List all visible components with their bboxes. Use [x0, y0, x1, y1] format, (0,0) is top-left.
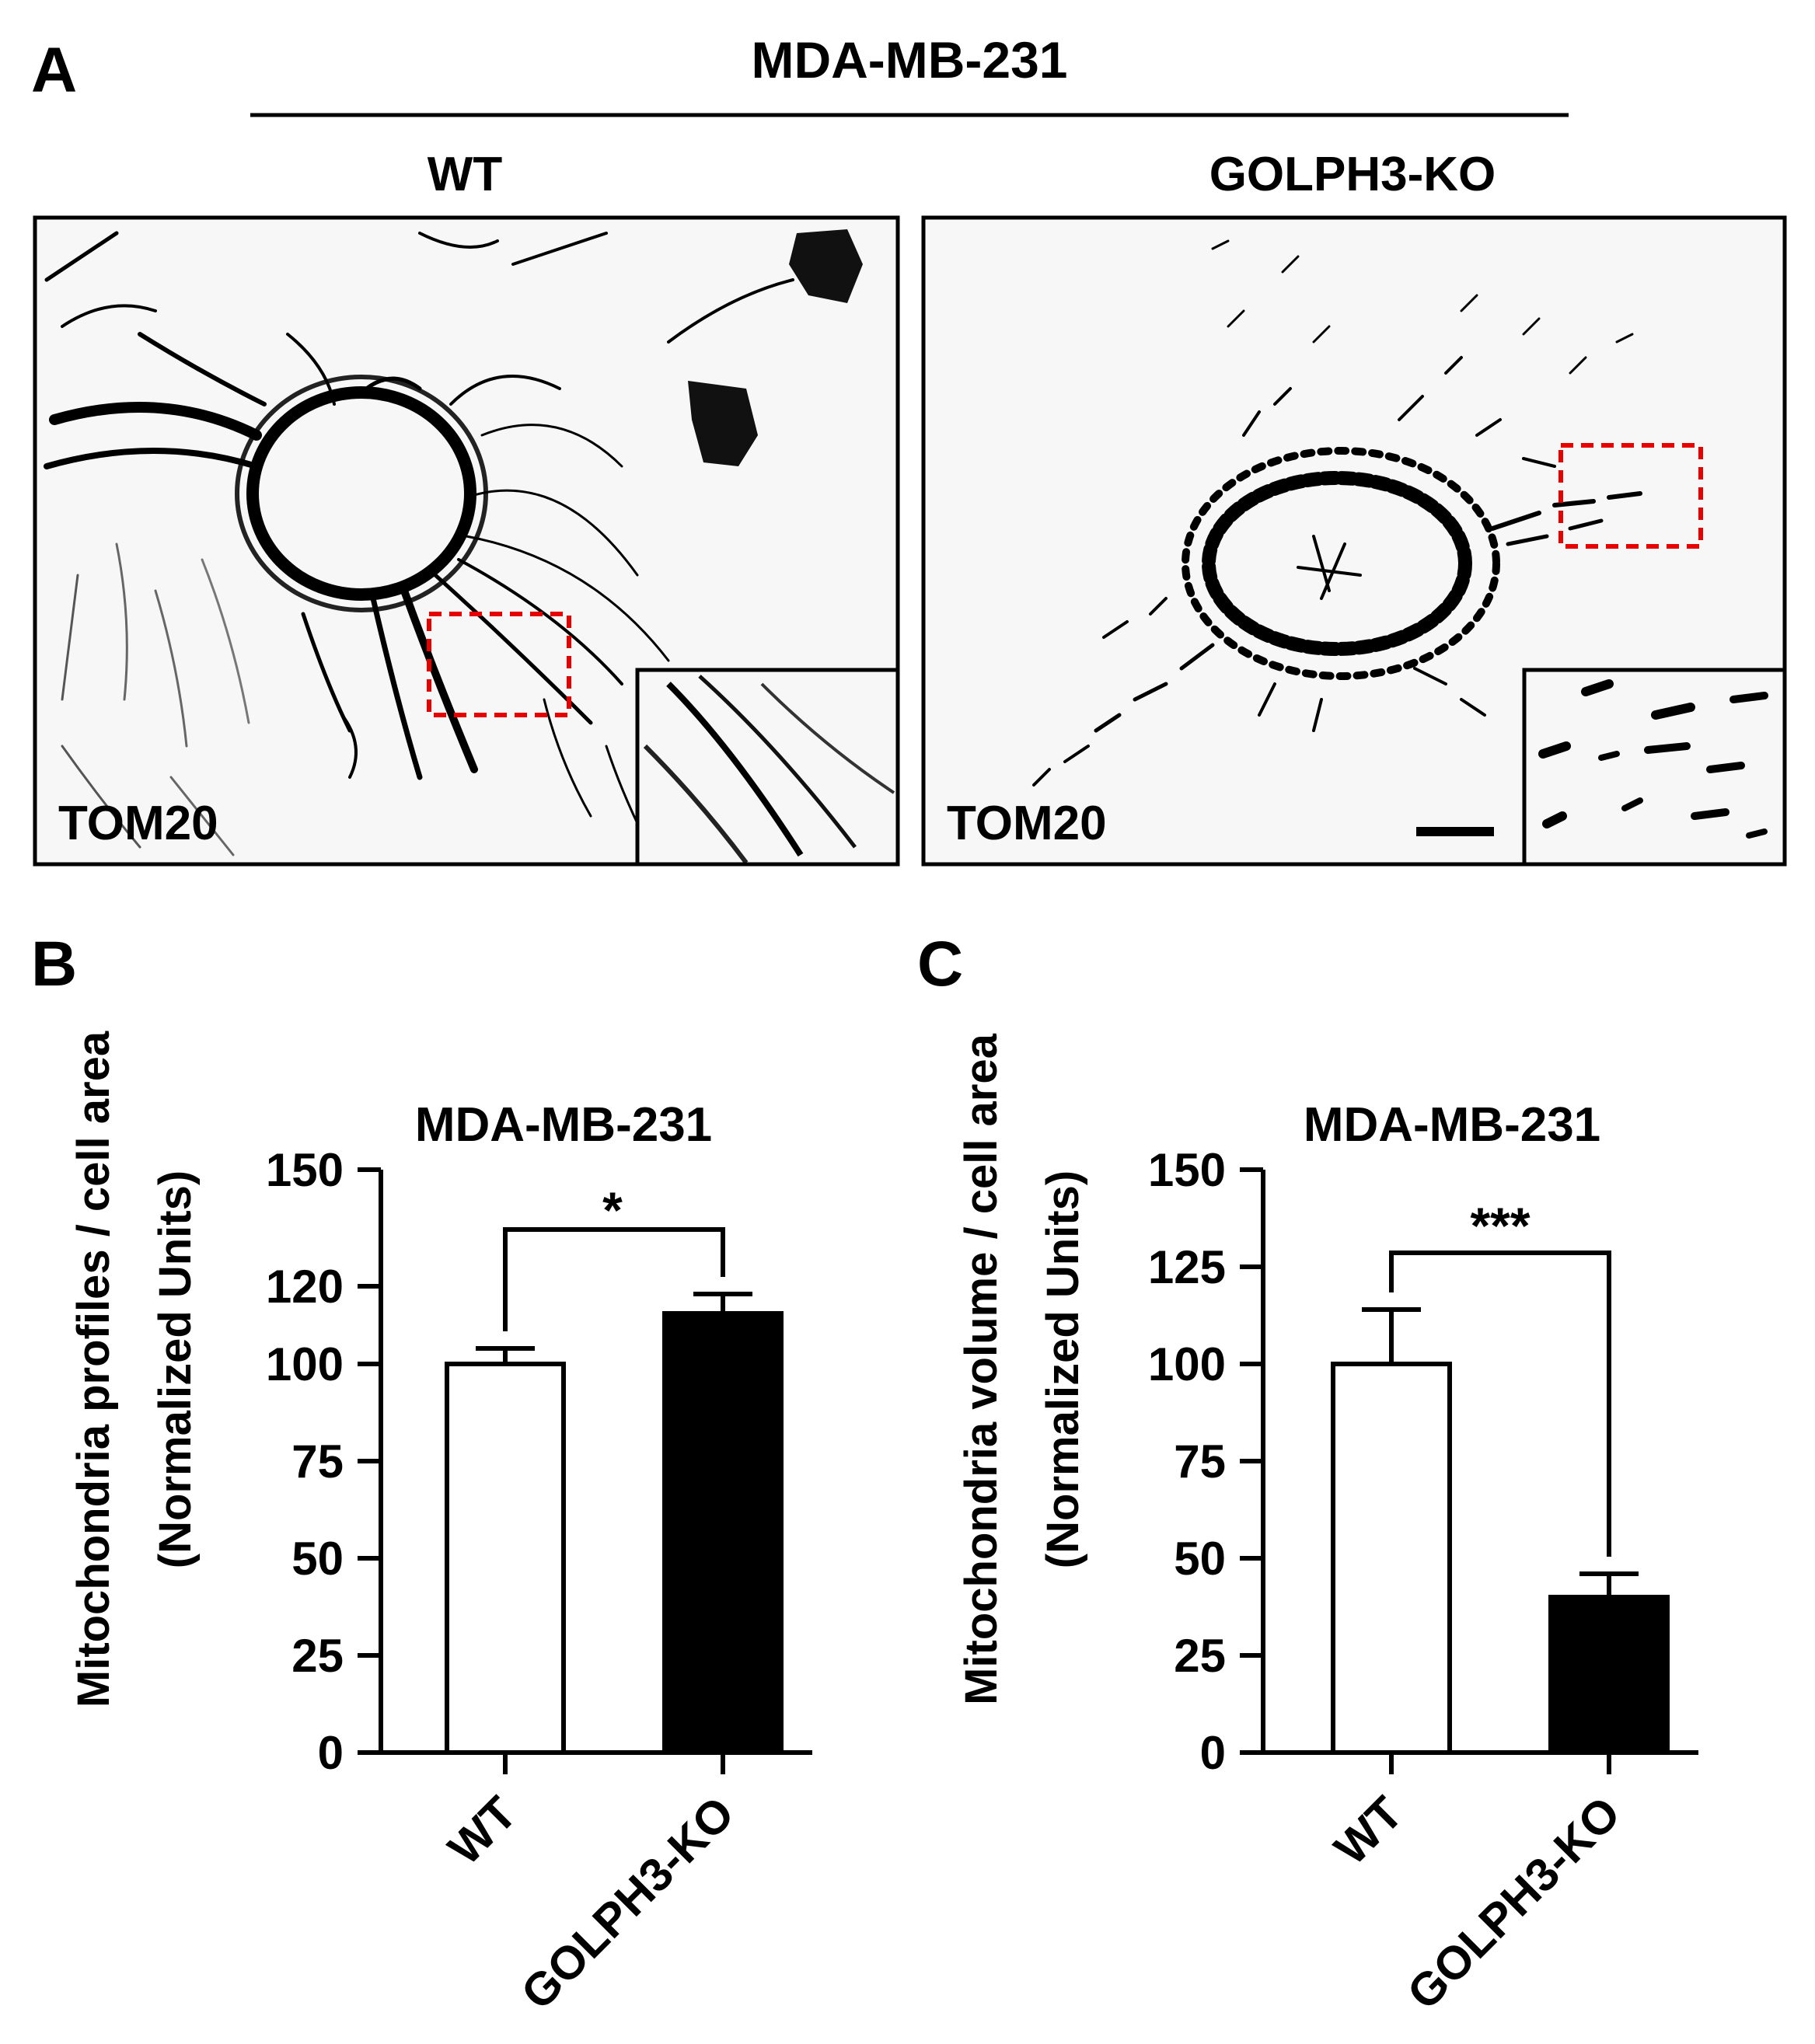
chart-c-significance: ***	[1470, 1197, 1530, 1254]
chart-b-y-tick-label: 50	[291, 1533, 344, 1585]
chart-b-y-tick-label: 75	[291, 1435, 344, 1488]
chart-b-bar-golph3-ko	[662, 1311, 784, 1755]
scale-bar	[1416, 827, 1494, 836]
chart-c-y-tick-label: 0	[1200, 1727, 1226, 1779]
panel-c-letter: C	[917, 929, 963, 999]
ko-inset	[1522, 668, 1787, 867]
chart-c-y-tick-label: 75	[1174, 1435, 1226, 1488]
chart-c-ylabel-line1: Mitochondria volume / cell area	[956, 1033, 1007, 1705]
chart-b-x-tick-label: WT	[438, 1787, 526, 1875]
ko-roi-box	[1558, 443, 1703, 549]
wt-image-frame	[33, 215, 900, 867]
chart-b-significance-bracket	[503, 1227, 725, 1331]
wt-condition-label: WT	[428, 148, 503, 201]
chart-c-bar-wt	[1331, 1362, 1452, 1755]
chart-c-significance-bracket	[1389, 1250, 1611, 1557]
chart-c-y-tick-label: 25	[1174, 1630, 1226, 1682]
chart-b-y-tick-label: 120	[266, 1261, 344, 1313]
wt-cell-cluster-top-right	[789, 229, 863, 303]
ko-stain-label: TOM20	[947, 797, 1107, 850]
chart-b-y-tick-label: 150	[266, 1144, 344, 1196]
chart-c-y-tick-label: 150	[1148, 1144, 1226, 1196]
chart-c-ylabel-line2: (Normalized Units)	[1038, 1170, 1088, 1568]
chart-c-x-tick-label: WT	[1325, 1787, 1412, 1875]
chart-b-ylabel-line2: (Normalized Units)	[150, 1170, 201, 1568]
wt-cell-cluster-right	[688, 381, 758, 466]
wt-inset	[635, 668, 900, 867]
chart-b-bar-wt	[445, 1362, 566, 1755]
wt-roi-box	[427, 612, 571, 717]
chart-c-y-tick-label: 50	[1174, 1533, 1226, 1585]
chart-c-bar-golph3-ko	[1548, 1595, 1670, 1755]
chart-b-y-tick-label: 0	[318, 1727, 344, 1779]
chart-c: Mitochondria volume / cell area (Normali…	[956, 1033, 1698, 2019]
ko-image-frame	[921, 215, 1787, 867]
chart-c-title: MDA-MB-231	[1304, 1098, 1600, 1152]
chart-c-y-tick-label: 100	[1148, 1338, 1226, 1390]
wt-stain-label: TOM20	[58, 797, 218, 850]
chart-b-significance: *	[602, 1181, 623, 1239]
chart-b: Mitochondria profiles / cell area (Norma…	[68, 1031, 812, 2019]
wt-micrograph: TOM20	[33, 215, 900, 867]
ko-mitochondria-fragments	[1032, 239, 1642, 787]
chart-b-ylabel-line1: Mitochondria profiles / cell area	[68, 1031, 119, 1707]
ko-micrograph: TOM20	[921, 215, 1787, 867]
chart-c-y-tick-label: 125	[1148, 1241, 1226, 1293]
chart-b-y-tick-label: 25	[291, 1630, 344, 1682]
ko-condition-label: GOLPH3-KO	[1209, 148, 1496, 201]
panel-a-letter: A	[31, 35, 77, 106]
panel-a-cell-line-label: MDA-MB-231	[751, 31, 1067, 89]
panel-b-letter: B	[31, 929, 77, 999]
chart-c-x-tick-label: GOLPH3-KO	[1398, 1787, 1631, 2020]
chart-b-title: MDA-MB-231	[415, 1098, 712, 1152]
chart-b-y-tick-label: 100	[266, 1338, 344, 1390]
chart-b-x-tick-label: GOLPH3-KO	[511, 1787, 745, 2020]
